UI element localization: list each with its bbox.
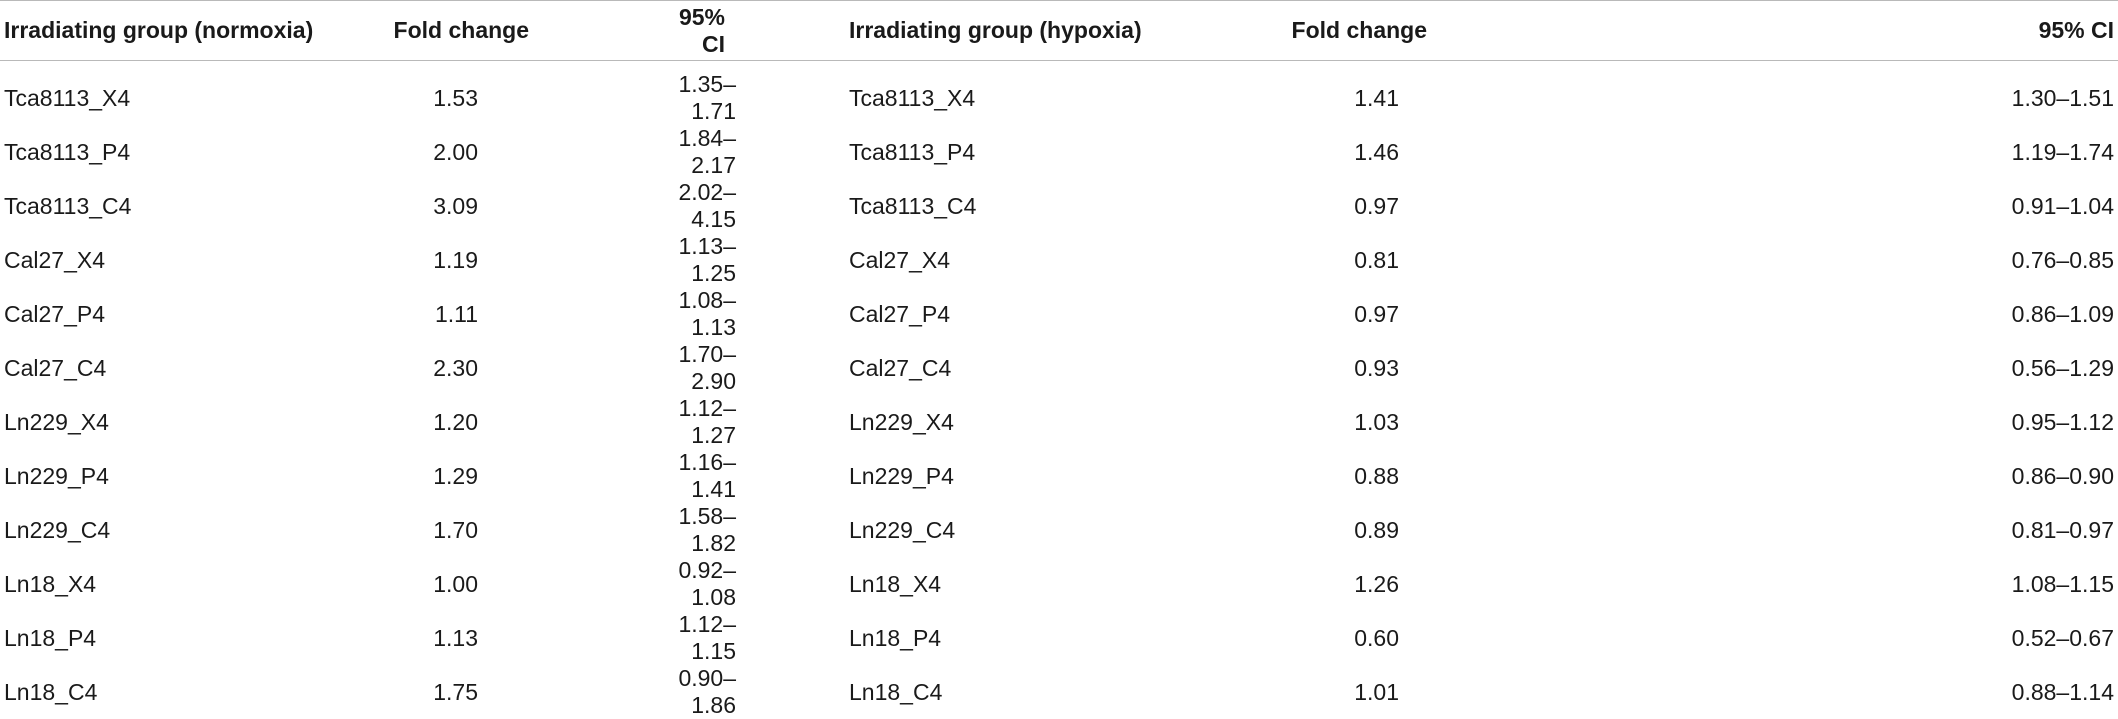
hypoxia-fold-change-cell: 0.93 — [1230, 341, 1480, 395]
normoxia-group-cell: Cal27_P4 — [0, 287, 390, 341]
hypoxia-fold-change-cell: 1.46 — [1230, 125, 1480, 179]
normoxia-ci-cell: 1.13–1.25 — [660, 233, 840, 287]
normoxia-fold-change-cell: 1.70 — [390, 503, 660, 557]
table-row: Ln229_C4 1.70 1.58–1.82 Ln229_C4 0.89 0.… — [0, 503, 2118, 557]
normoxia-fold-change-cell: 2.30 — [390, 341, 660, 395]
header-normoxia-group: Irradiating group (normoxia) — [0, 1, 390, 61]
header-hypoxia-group: Irradiating group (hypoxia) — [840, 1, 1230, 61]
hypoxia-fold-change-cell: 0.81 — [1230, 233, 1480, 287]
normoxia-group-cell: Cal27_X4 — [0, 233, 390, 287]
hypoxia-ci-cell: 0.88–1.14 — [1480, 665, 2118, 719]
normoxia-group-cell: Tca8113_X4 — [0, 61, 390, 126]
hypoxia-group-cell: Tca8113_C4 — [840, 179, 1230, 233]
normoxia-ci-cell: 0.90–1.86 — [660, 665, 840, 719]
hypoxia-group-cell: Tca8113_P4 — [840, 125, 1230, 179]
header-normoxia-fold-change: Fold change — [390, 1, 660, 61]
normoxia-ci-cell: 1.70–2.90 — [660, 341, 840, 395]
header-row: Irradiating group (normoxia) Fold change… — [0, 1, 2118, 61]
header-hypoxia-fold-change: Fold change — [1230, 1, 1480, 61]
table-row: Cal27_P4 1.11 1.08–1.13 Cal27_P4 0.97 0.… — [0, 287, 2118, 341]
hypoxia-group-cell: Ln18_C4 — [840, 665, 1230, 719]
hypoxia-fold-change-cell: 1.26 — [1230, 557, 1480, 611]
table-row: Ln229_X4 1.20 1.12–1.27 Ln229_X4 1.03 0.… — [0, 395, 2118, 449]
normoxia-fold-change-cell: 1.13 — [390, 611, 660, 665]
normoxia-ci-cell: 1.12–1.27 — [660, 395, 840, 449]
hypoxia-group-cell: Cal27_X4 — [840, 233, 1230, 287]
normoxia-group-cell: Ln18_X4 — [0, 557, 390, 611]
normoxia-group-cell: Ln18_C4 — [0, 665, 390, 719]
hypoxia-fold-change-cell: 1.03 — [1230, 395, 1480, 449]
table-body: Tca8113_X4 1.53 1.35–1.71 Tca8113_X4 1.4… — [0, 61, 2118, 719]
normoxia-ci-cell: 1.35–1.71 — [660, 61, 840, 126]
normoxia-group-cell: Ln18_P4 — [0, 611, 390, 665]
normoxia-ci-cell: 1.16–1.41 — [660, 449, 840, 503]
normoxia-ci-cell: 2.02–4.15 — [660, 179, 840, 233]
hypoxia-ci-cell: 0.86–0.90 — [1480, 449, 2118, 503]
hypoxia-ci-cell: 0.81–0.97 — [1480, 503, 2118, 557]
hypoxia-group-cell: Cal27_P4 — [840, 287, 1230, 341]
normoxia-fold-change-cell: 2.00 — [390, 125, 660, 179]
hypoxia-fold-change-cell: 0.97 — [1230, 287, 1480, 341]
table-row: Tca8113_C4 3.09 2.02–4.15 Tca8113_C4 0.9… — [0, 179, 2118, 233]
hypoxia-fold-change-cell: 1.01 — [1230, 665, 1480, 719]
hypoxia-ci-cell: 1.19–1.74 — [1480, 125, 2118, 179]
hypoxia-ci-cell: 0.56–1.29 — [1480, 341, 2118, 395]
table-row: Ln18_P4 1.13 1.12–1.15 Ln18_P4 0.60 0.52… — [0, 611, 2118, 665]
normoxia-fold-change-cell: 1.53 — [390, 61, 660, 126]
normoxia-group-cell: Tca8113_P4 — [0, 125, 390, 179]
table-header: Irradiating group (normoxia) Fold change… — [0, 1, 2118, 61]
hypoxia-ci-cell: 0.76–0.85 — [1480, 233, 2118, 287]
hypoxia-ci-cell: 1.30–1.51 — [1480, 61, 2118, 126]
hypoxia-ci-cell: 0.86–1.09 — [1480, 287, 2118, 341]
hypoxia-fold-change-cell: 0.88 — [1230, 449, 1480, 503]
hypoxia-group-cell: Ln18_X4 — [840, 557, 1230, 611]
table-row: Tca8113_X4 1.53 1.35–1.71 Tca8113_X4 1.4… — [0, 61, 2118, 126]
table-row: Cal27_X4 1.19 1.13–1.25 Cal27_X4 0.81 0.… — [0, 233, 2118, 287]
table-row: Tca8113_P4 2.00 1.84–2.17 Tca8113_P4 1.4… — [0, 125, 2118, 179]
hypoxia-fold-change-cell: 1.41 — [1230, 61, 1480, 126]
table-row: Cal27_C4 2.30 1.70–2.90 Cal27_C4 0.93 0.… — [0, 341, 2118, 395]
normoxia-group-cell: Tca8113_C4 — [0, 179, 390, 233]
table-row: Ln18_C4 1.75 0.90–1.86 Ln18_C4 1.01 0.88… — [0, 665, 2118, 719]
normoxia-fold-change-cell: 1.19 — [390, 233, 660, 287]
hypoxia-fold-change-cell: 0.89 — [1230, 503, 1480, 557]
normoxia-fold-change-cell: 1.75 — [390, 665, 660, 719]
normoxia-ci-cell: 0.92–1.08 — [660, 557, 840, 611]
hypoxia-ci-cell: 0.91–1.04 — [1480, 179, 2118, 233]
normoxia-ci-cell: 1.58–1.82 — [660, 503, 840, 557]
normoxia-fold-change-cell: 1.11 — [390, 287, 660, 341]
hypoxia-ci-cell: 0.52–0.67 — [1480, 611, 2118, 665]
normoxia-ci-cell: 1.12–1.15 — [660, 611, 840, 665]
header-normoxia-ci: 95% CI — [660, 1, 840, 61]
normoxia-group-cell: Ln229_X4 — [0, 395, 390, 449]
hypoxia-ci-cell: 0.95–1.12 — [1480, 395, 2118, 449]
fold-change-table-container: Irradiating group (normoxia) Fold change… — [0, 0, 2118, 652]
hypoxia-group-cell: Ln18_P4 — [840, 611, 1230, 665]
hypoxia-group-cell: Tca8113_X4 — [840, 61, 1230, 126]
normoxia-fold-change-cell: 3.09 — [390, 179, 660, 233]
hypoxia-group-cell: Ln229_P4 — [840, 449, 1230, 503]
hypoxia-fold-change-cell: 0.97 — [1230, 179, 1480, 233]
normoxia-group-cell: Ln229_P4 — [0, 449, 390, 503]
normoxia-ci-cell: 1.08–1.13 — [660, 287, 840, 341]
hypoxia-group-cell: Ln229_C4 — [840, 503, 1230, 557]
table-row: Ln229_P4 1.29 1.16–1.41 Ln229_P4 0.88 0.… — [0, 449, 2118, 503]
normoxia-fold-change-cell: 1.20 — [390, 395, 660, 449]
normoxia-ci-cell: 1.84–2.17 — [660, 125, 840, 179]
header-hypoxia-ci: 95% CI — [1480, 1, 2118, 61]
normoxia-group-cell: Cal27_C4 — [0, 341, 390, 395]
hypoxia-group-cell: Ln229_X4 — [840, 395, 1230, 449]
normoxia-group-cell: Ln229_C4 — [0, 503, 390, 557]
normoxia-fold-change-cell: 1.00 — [390, 557, 660, 611]
hypoxia-group-cell: Cal27_C4 — [840, 341, 1230, 395]
normoxia-fold-change-cell: 1.29 — [390, 449, 660, 503]
table-row: Ln18_X4 1.00 0.92–1.08 Ln18_X4 1.26 1.08… — [0, 557, 2118, 611]
hypoxia-ci-cell: 1.08–1.15 — [1480, 557, 2118, 611]
hypoxia-fold-change-cell: 0.60 — [1230, 611, 1480, 665]
